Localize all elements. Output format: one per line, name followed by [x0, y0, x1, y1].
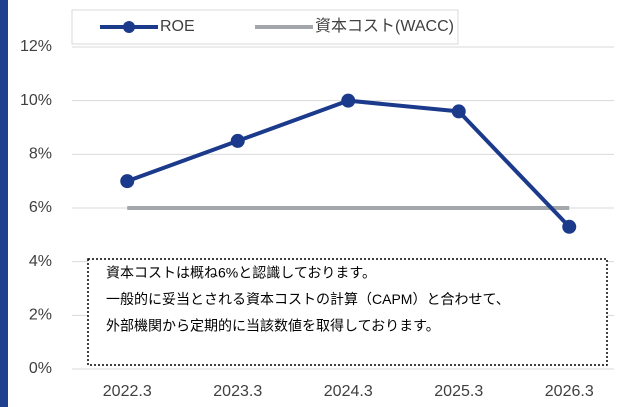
x-tick-label: 2026.3: [545, 383, 594, 400]
y-tick-label: 12%: [20, 38, 52, 55]
y-tick-label: 10%: [20, 92, 52, 109]
x-tick-label: 2024.3: [324, 383, 373, 400]
annotation-text: 資本コストは概ね6%と認識しております。: [106, 265, 376, 281]
x-tick-label: 2022.3: [103, 383, 152, 400]
marker: [562, 219, 577, 234]
marker: [230, 133, 245, 148]
y-tick-label: 2%: [29, 307, 52, 324]
side-stripe: [0, 0, 8, 407]
y-tick-label: 8%: [29, 146, 52, 163]
marker: [120, 174, 135, 189]
x-tick-label: 2025.3: [434, 383, 483, 400]
marker: [451, 104, 466, 119]
annotation-text: 外部機関から定期的に当該数値を取得しております。: [106, 318, 440, 334]
marker: [341, 93, 356, 108]
legend-label: ROE: [160, 18, 195, 35]
x-tick-label: 2023.3: [213, 383, 262, 400]
annotation-box: [87, 258, 608, 366]
y-tick-label: 6%: [29, 199, 52, 216]
legend-marker: [123, 21, 135, 33]
legend-label: 資本コスト(WACC): [315, 17, 454, 35]
y-tick-label: 4%: [29, 253, 52, 270]
y-tick-label: 0%: [29, 360, 52, 377]
annotation-text: 一般的に妥当とされる資本コストの計算（CAPM）と合わせて、: [106, 291, 510, 307]
